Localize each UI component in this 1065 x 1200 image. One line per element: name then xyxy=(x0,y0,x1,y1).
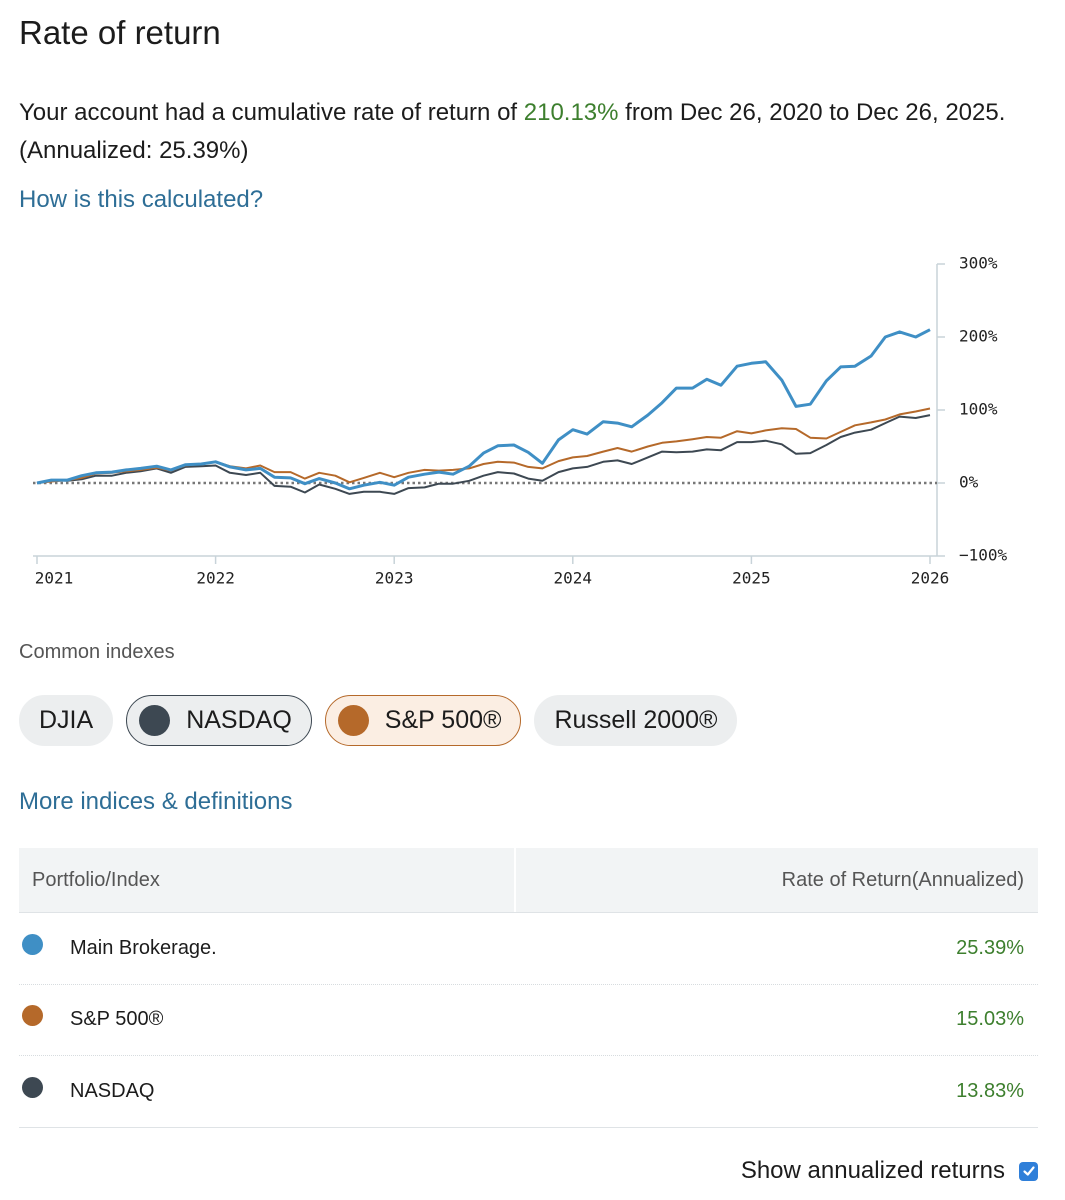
table-row: NASDAQ 13.83% xyxy=(19,1056,1038,1128)
index-chip[interactable]: NASDAQ xyxy=(126,695,312,746)
row-value: 15.03% xyxy=(956,1008,1024,1031)
table-row: Main Brokerage. 25.39% xyxy=(19,913,1038,985)
header-cell: Rate of Return(Annualized) xyxy=(781,868,1024,891)
x-tick-label: 2022 xyxy=(196,569,235,588)
index-chip[interactable]: Russell 2000® xyxy=(534,695,738,746)
page-title: Rate of return xyxy=(19,14,221,51)
series-line xyxy=(36,414,931,495)
y-tick-label: 100% xyxy=(959,400,998,419)
series-line xyxy=(36,328,931,491)
checkbox[interactable] xyxy=(1019,1161,1038,1181)
toggle-label: Show annualized returns xyxy=(740,1157,1005,1184)
header-cell: Portfolio/Index xyxy=(19,848,516,912)
row-value: 25.39% xyxy=(956,936,1024,959)
chip-dot xyxy=(337,705,369,736)
x-tick-label: 2026 xyxy=(911,569,950,588)
row-value: 13.83% xyxy=(956,1079,1024,1102)
summary-text: from Dec 26, 2020 to Dec 26, 2025. (Annu… xyxy=(19,99,1006,164)
cumulative-return: 210.13% xyxy=(523,99,619,126)
index-chip[interactable]: DJIA xyxy=(19,695,114,746)
y-tick-label: 200% xyxy=(959,327,998,346)
table-row: S&P 500® 15.03% xyxy=(19,985,1038,1056)
chip-label: DJIA xyxy=(39,706,94,734)
summary: Your account had a cumulative rate of re… xyxy=(19,94,1039,170)
table-header: Portfolio/Index Rate of Return(Annualize… xyxy=(19,848,1038,913)
chip-label: NASDAQ xyxy=(186,706,292,734)
more-link[interactable]: More indices & definitions xyxy=(19,788,293,815)
x-tick-label: 2023 xyxy=(375,569,414,588)
row-dot xyxy=(22,1005,43,1027)
index-chip[interactable]: S&P 500® xyxy=(324,695,522,746)
help-link[interactable]: How is this calculated? xyxy=(19,186,264,213)
chip-label: Russell 2000® xyxy=(554,706,718,734)
returns-table: Portfolio/Index Rate of Return(Annualize… xyxy=(19,848,1038,1128)
row-name: NASDAQ xyxy=(70,1079,155,1102)
table-body: Main Brokerage. 25.39% S&P 500® 15.03% NASDA… xyxy=(19,913,1038,1128)
x-tick-label: 2024 xyxy=(554,569,593,588)
y-tick-label: −100% xyxy=(959,546,1008,565)
row-name: Main Brokerage. xyxy=(70,936,217,959)
y-tick-label: 0% xyxy=(959,473,979,492)
annualized-toggle[interactable]: Show annualized returns xyxy=(741,1157,1038,1185)
checkmark xyxy=(1022,1166,1035,1176)
chart: 300% 200% 100% 0% −100% 2021 2022 2023 2024 2025 2… xyxy=(33,254,1008,588)
row-dot xyxy=(22,1076,43,1098)
x-tick-label: 2025 xyxy=(732,569,771,588)
index-chips: DJIA NASDAQ S&P 500® Russell 2000® xyxy=(19,695,738,746)
summary-text: Your account had a cumulative rate of re… xyxy=(19,99,524,126)
chip-label: S&P 500® xyxy=(384,706,502,734)
indexes-heading: Common indexes xyxy=(19,641,175,663)
row-dot xyxy=(22,933,43,955)
y-tick-label: 300% xyxy=(959,254,998,273)
x-tick-label: 2021 xyxy=(35,569,74,588)
row-name: S&P 500® xyxy=(70,1008,164,1031)
chip-dot xyxy=(139,705,171,736)
